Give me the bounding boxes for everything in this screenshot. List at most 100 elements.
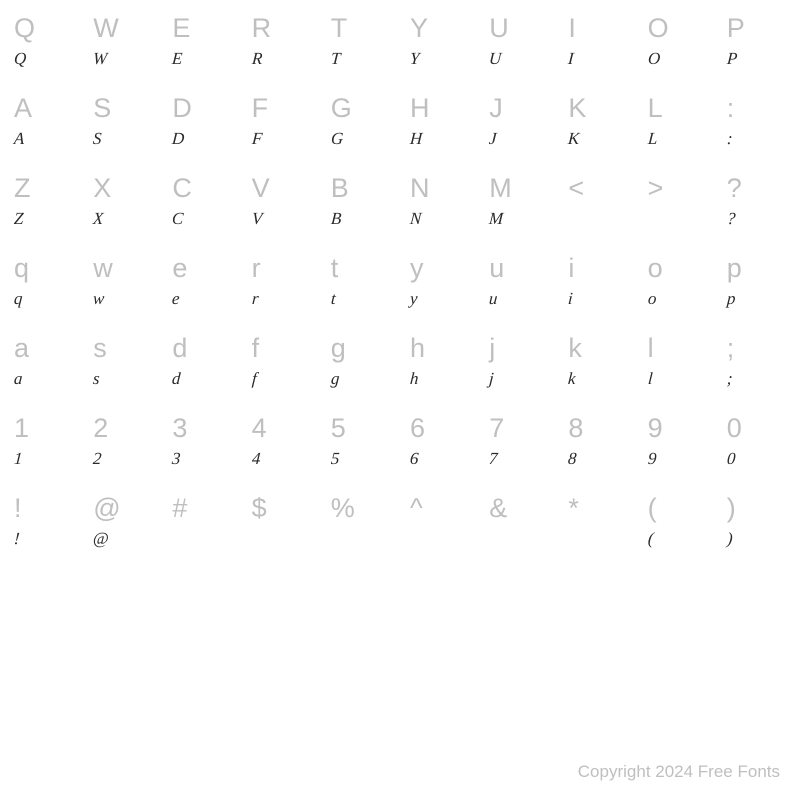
sample-glyph: d — [171, 366, 182, 392]
sample-glyph: p — [726, 286, 737, 312]
sample-glyph: T — [330, 46, 342, 72]
char-cell: 00 — [717, 410, 796, 472]
char-cell: MM — [479, 170, 558, 232]
reference-glyph: e — [172, 250, 187, 286]
sample-glyph: D — [171, 126, 186, 152]
sample-glyph: P — [726, 46, 739, 72]
sample-glyph: q — [13, 286, 24, 312]
sample-glyph: K — [567, 126, 581, 152]
sample-glyph: L — [647, 126, 659, 152]
char-cell: ll — [638, 330, 717, 392]
sample-glyph: N — [409, 206, 423, 232]
reference-glyph: % — [331, 490, 355, 526]
sample-glyph: A — [13, 126, 26, 152]
char-cell: AA — [4, 90, 83, 152]
sample-glyph: R — [251, 46, 264, 72]
char-cell: hh — [400, 330, 479, 392]
char-cell: # — [162, 490, 241, 552]
reference-glyph: t — [331, 250, 339, 286]
char-cell: DD — [162, 90, 241, 152]
char-cell: rr — [242, 250, 321, 312]
char-cell: uu — [479, 250, 558, 312]
sample-glyph: O — [647, 46, 662, 72]
reference-glyph: C — [172, 170, 192, 206]
reference-glyph: ) — [727, 490, 736, 526]
char-cell: SS — [83, 90, 162, 152]
sample-glyph — [171, 526, 173, 552]
sample-glyph: H — [409, 126, 424, 152]
char-cell: WW — [83, 10, 162, 72]
char-cell: :: — [717, 90, 796, 152]
reference-glyph: k — [568, 330, 582, 366]
sample-glyph: 1 — [13, 446, 24, 472]
reference-glyph: 8 — [568, 410, 583, 446]
reference-glyph: y — [410, 250, 424, 286]
char-cell: 22 — [83, 410, 162, 472]
char-cell: II — [558, 10, 637, 72]
char-cell: yy — [400, 250, 479, 312]
reference-glyph: 9 — [648, 410, 663, 446]
reference-glyph: h — [410, 330, 425, 366]
char-cell: KK — [558, 90, 637, 152]
sample-glyph: : — [726, 126, 734, 152]
sample-glyph: W — [92, 46, 108, 72]
sample-glyph: X — [92, 206, 105, 232]
char-cell: BB — [321, 170, 400, 232]
sample-glyph: @ — [92, 526, 110, 552]
sample-glyph: ; — [726, 366, 734, 392]
reference-glyph: ? — [727, 170, 742, 206]
sample-glyph: B — [330, 206, 343, 232]
char-cell: kk — [558, 330, 637, 392]
char-cell: pp — [717, 250, 796, 312]
sample-glyph — [330, 526, 332, 552]
sample-glyph: S — [92, 126, 103, 152]
reference-glyph: r — [252, 250, 261, 286]
char-cell: FF — [242, 90, 321, 152]
reference-glyph: X — [93, 170, 111, 206]
char-cell: UU — [479, 10, 558, 72]
sample-glyph: U — [488, 46, 503, 72]
char-cell: HH — [400, 90, 479, 152]
sample-glyph: u — [488, 286, 499, 312]
reference-glyph: q — [14, 250, 29, 286]
char-cell: aa — [4, 330, 83, 392]
sample-glyph: ) — [726, 526, 734, 552]
sample-glyph: 6 — [409, 446, 420, 472]
char-cell: ww — [83, 250, 162, 312]
sample-glyph: Q — [13, 46, 28, 72]
sample-glyph — [409, 526, 411, 552]
reference-glyph: a — [14, 330, 29, 366]
char-cell: CC — [162, 170, 241, 232]
sample-glyph: Y — [409, 46, 421, 72]
reference-glyph: i — [568, 250, 574, 286]
sample-glyph: j — [488, 366, 495, 392]
reference-glyph: E — [172, 10, 190, 46]
char-cell: TT — [321, 10, 400, 72]
sample-glyph: F — [251, 126, 264, 152]
reference-glyph: p — [727, 250, 742, 286]
reference-glyph: T — [331, 10, 348, 46]
reference-glyph: @ — [93, 490, 120, 526]
char-cell: )) — [717, 490, 796, 552]
reference-glyph: o — [648, 250, 663, 286]
reference-glyph: B — [331, 170, 349, 206]
reference-glyph: < — [568, 170, 584, 206]
char-cell: ff — [242, 330, 321, 392]
reference-glyph: Y — [410, 10, 428, 46]
char-cell: ?? — [717, 170, 796, 232]
char-cell: 33 — [162, 410, 241, 472]
sample-glyph: I — [567, 46, 575, 72]
char-cell: 11 — [4, 410, 83, 472]
sample-glyph: a — [13, 366, 24, 392]
char-cell: qq — [4, 250, 83, 312]
char-cell: YY — [400, 10, 479, 72]
sample-glyph: 9 — [647, 446, 658, 472]
reference-glyph: g — [331, 330, 346, 366]
reference-glyph: ; — [727, 330, 735, 366]
sample-glyph — [488, 526, 490, 552]
reference-glyph: 4 — [252, 410, 267, 446]
character-map-grid: QQWWEERRTTYYUUIIOOPPAASSDDFFGGHHJJKKLL::… — [4, 10, 796, 570]
char-cell: > — [638, 170, 717, 232]
reference-glyph: f — [252, 330, 260, 366]
sample-glyph: V — [251, 206, 264, 232]
